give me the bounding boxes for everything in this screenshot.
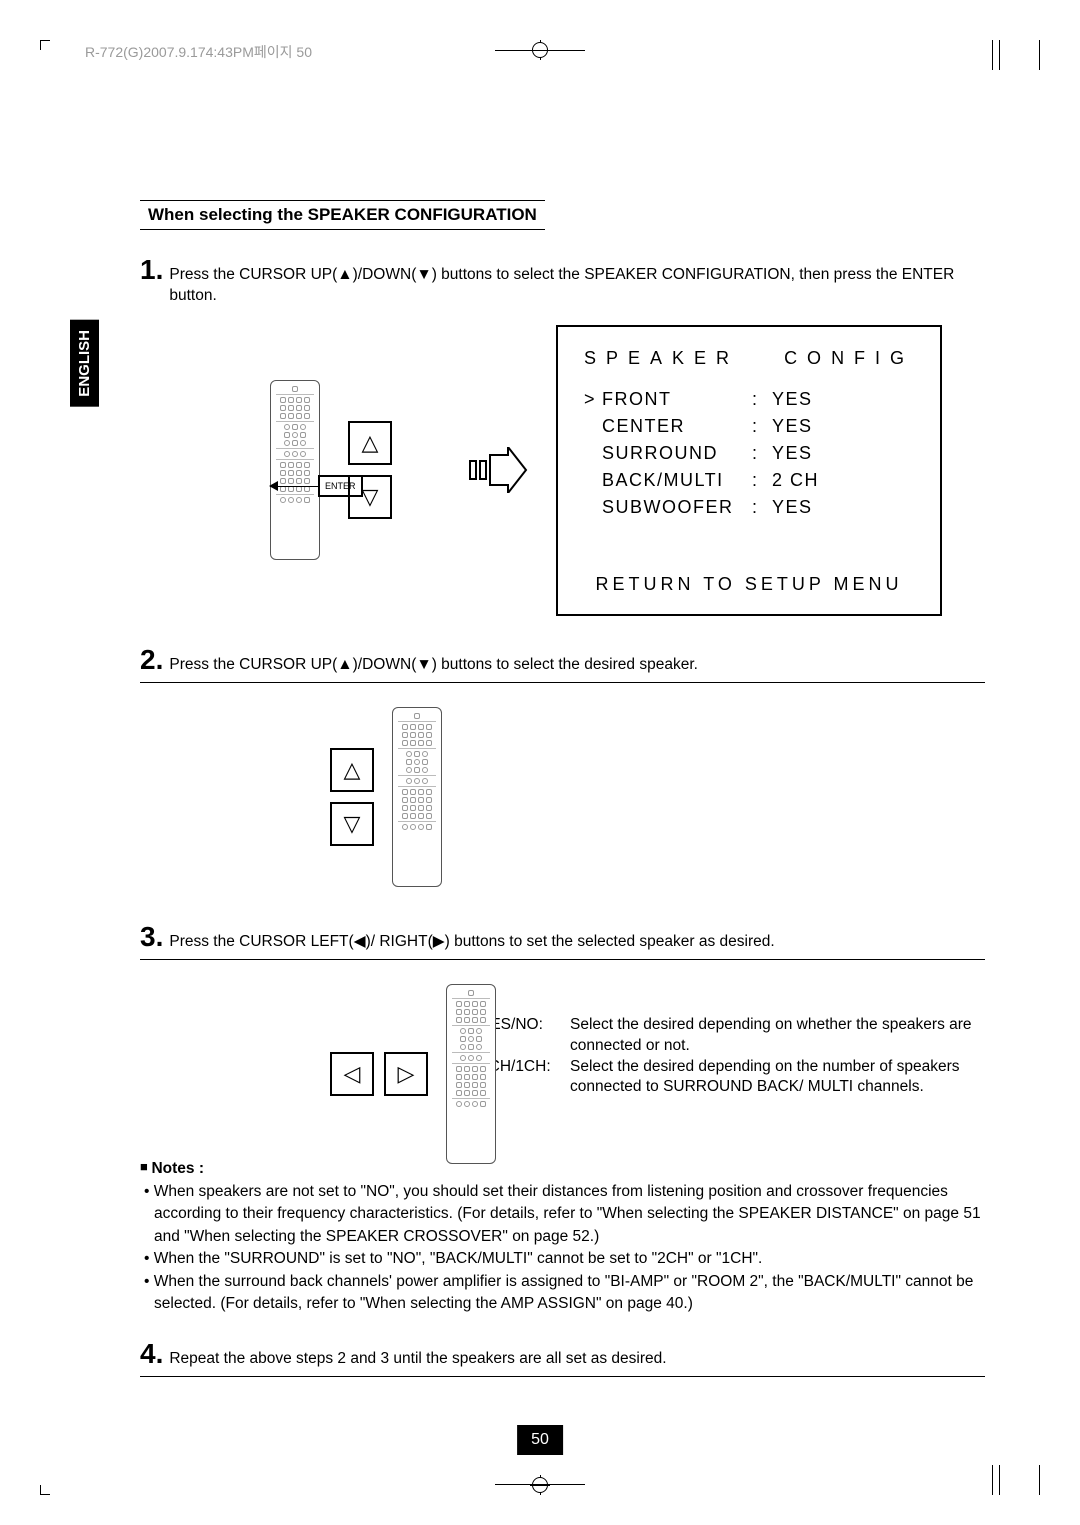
step-number: 3. xyxy=(140,923,163,951)
osd-colon: : xyxy=(752,386,772,413)
osd-label: SURROUND xyxy=(602,440,752,467)
crop-mark-top xyxy=(495,50,585,80)
osd-label: BACK/MULTI xyxy=(602,467,752,494)
cursor-buttons-updown: △ ▽ xyxy=(348,421,392,519)
osd-cursor xyxy=(584,494,602,521)
osd-value: YES xyxy=(772,494,813,521)
page-number: 50 xyxy=(517,1425,563,1455)
crop-corner xyxy=(40,40,50,50)
osd-label: SUBWOOFER xyxy=(602,494,752,521)
notes-item: When speakers are not set to "NO", you s… xyxy=(140,1181,985,1248)
step-4: 4. Repeat the above steps 2 and 3 until … xyxy=(140,1340,985,1370)
notes-item: When the "SURROUND" is set to "NO", "BAC… xyxy=(140,1248,985,1270)
remote-icon xyxy=(392,707,442,887)
osd-row: BACK/MULTI:2 CH xyxy=(584,467,914,494)
osd-cursor: > xyxy=(584,386,602,413)
divider xyxy=(140,959,985,960)
osd-label: FRONT xyxy=(602,386,752,413)
desc-text: Select the desired depending on whether … xyxy=(570,1015,985,1057)
desc-text: Select the desired depending on the numb… xyxy=(570,1057,985,1099)
step3-description: YES/NO:Select the desired depending on w… xyxy=(480,1015,985,1099)
cursor-up-icon: △ xyxy=(330,748,374,792)
crop-corner xyxy=(992,40,1000,70)
cursor-buttons-updown: △ ▽ xyxy=(330,748,374,846)
osd-value: YES xyxy=(772,413,813,440)
cursor-right-icon: ▷ xyxy=(384,1052,428,1096)
osd-row: SURROUND:YES xyxy=(584,440,914,467)
osd-colon: : xyxy=(752,467,772,494)
figure-step1: △ ▽ ENTER SPEAKER CONFIG >FRONT:YES CENT… xyxy=(270,325,985,616)
remote-icon xyxy=(446,984,496,1164)
step-number: 2. xyxy=(140,646,163,674)
osd-row: CENTER:YES xyxy=(584,413,914,440)
divider xyxy=(140,1376,985,1377)
osd-title: SPEAKER CONFIG xyxy=(584,345,914,372)
step-number: 1. xyxy=(140,256,163,284)
cursor-down-icon: ▽ xyxy=(330,802,374,846)
step-2: 2. Press the CURSOR UP(▲)/DOWN(▼) button… xyxy=(140,646,985,676)
osd-value: 2 CH xyxy=(772,467,819,494)
crop-corner xyxy=(992,1465,1000,1495)
osd-colon: : xyxy=(752,494,772,521)
page-content: When selecting the SPEAKER CONFIGURATION… xyxy=(140,200,985,1399)
crop-mark-bottom xyxy=(495,1455,585,1485)
step-text: Press the CURSOR UP(▲)/DOWN(▼) buttons t… xyxy=(169,649,698,676)
section-title: When selecting the SPEAKER CONFIGURATION xyxy=(140,200,545,230)
osd-display: SPEAKER CONFIG >FRONT:YES CENTER:YES SUR… xyxy=(556,325,942,616)
step-number: 4. xyxy=(140,1340,163,1368)
notes-section: Notes : When speakers are not set to "NO… xyxy=(140,1158,985,1315)
crop-corner xyxy=(1030,40,1040,70)
cursor-up-icon: △ xyxy=(348,421,392,465)
osd-title-left: SPEAKER xyxy=(584,348,739,368)
osd-cursor xyxy=(584,440,602,467)
osd-value: YES xyxy=(772,386,813,413)
arrow-icon xyxy=(270,486,318,487)
osd-title-right: CONFIG xyxy=(784,348,914,368)
step-text: Repeat the above steps 2 and 3 until the… xyxy=(169,1343,666,1370)
transition-arrow-icon xyxy=(468,447,528,493)
step-text: Press the CURSOR LEFT(◀)/ RIGHT(▶) butto… xyxy=(169,926,774,953)
osd-row: SUBWOOFER:YES xyxy=(584,494,914,521)
language-tab: ENGLISH xyxy=(70,320,99,407)
osd-return: RETURN TO SETUP MENU xyxy=(584,571,914,598)
cursor-buttons-leftright: ◁ ▷ xyxy=(330,1052,428,1096)
header-meta: R-772(G)2007.9.174:43PM페이지 50 xyxy=(85,42,312,62)
osd-colon: : xyxy=(752,440,772,467)
osd-cursor xyxy=(584,413,602,440)
enter-label: ENTER xyxy=(318,475,363,497)
step-3: 3. Press the CURSOR LEFT(◀)/ RIGHT(▶) bu… xyxy=(140,923,985,953)
notes-title: Notes : xyxy=(140,1158,985,1180)
crop-corner xyxy=(40,1485,50,1495)
osd-colon: : xyxy=(752,413,772,440)
crop-corner xyxy=(1030,1465,1040,1495)
figure-step2: △ ▽ xyxy=(330,707,985,887)
cursor-left-icon: ◁ xyxy=(330,1052,374,1096)
notes-item: When the surround back channels' power a… xyxy=(140,1271,985,1316)
step-1: 1. Press the CURSOR UP(▲)/DOWN(▼) button… xyxy=(140,256,985,307)
remote-icon xyxy=(270,380,320,560)
step-text: Press the CURSOR UP(▲)/DOWN(▼) buttons t… xyxy=(169,259,985,307)
osd-label: CENTER xyxy=(602,413,752,440)
divider xyxy=(140,682,985,683)
osd-value: YES xyxy=(772,440,813,467)
osd-cursor xyxy=(584,467,602,494)
osd-row: >FRONT:YES xyxy=(584,386,914,413)
